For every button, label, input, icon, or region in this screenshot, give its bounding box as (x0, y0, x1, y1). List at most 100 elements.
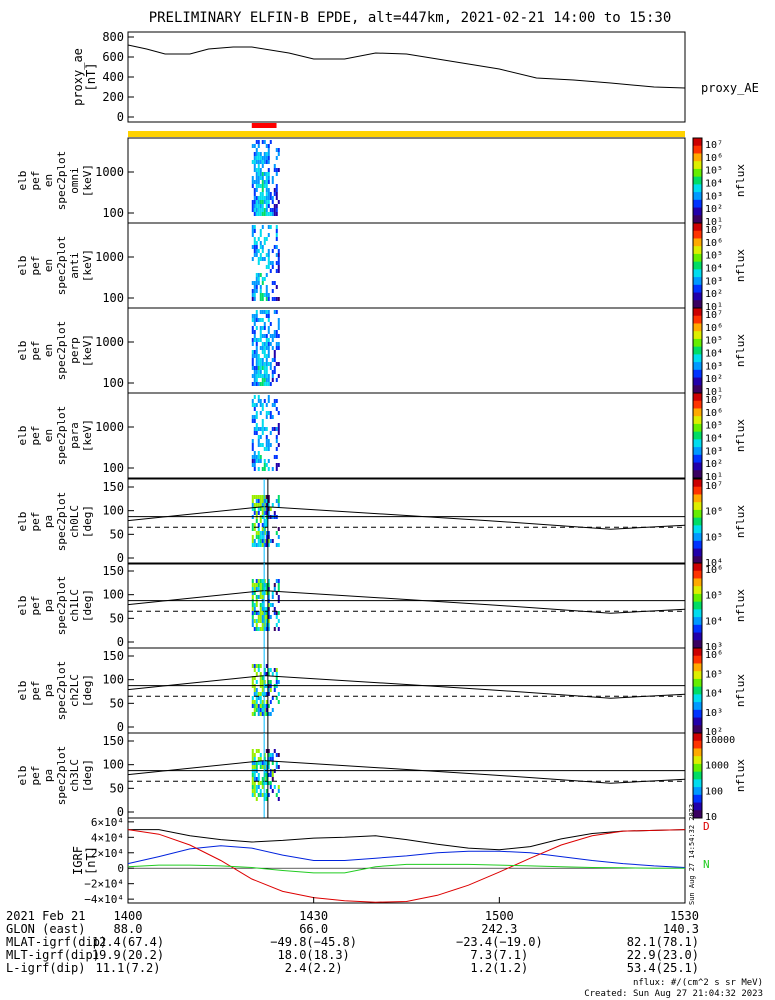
colorbar-segment (693, 802, 702, 811)
colorbar-segment (693, 207, 702, 216)
timeline-value: 1400 (113, 909, 143, 923)
spectrogram-cell (263, 623, 266, 627)
spectrogram-cell (267, 761, 270, 765)
spectrogram-cell (251, 539, 254, 543)
colorbar-segment (693, 269, 702, 278)
spectrogram-cell (265, 583, 268, 587)
spectrogram-cell (253, 152, 256, 156)
spectrogram-cell (263, 467, 266, 471)
spectrogram-cell (269, 757, 272, 761)
spectrogram-cell (263, 712, 266, 716)
spectrogram-cell (267, 180, 270, 184)
spectrogram-ytick-label: 1000 (95, 165, 124, 179)
spectrogram-cell (265, 627, 268, 631)
spectrogram-cell (253, 692, 256, 696)
igrf-ylabel: IGRF[nT] (71, 846, 98, 875)
spectrogram-cell (253, 459, 256, 463)
spectrogram-cell (269, 781, 272, 785)
spectrogram-ytick-label: 0 (117, 805, 124, 819)
spectrogram-cell (261, 184, 264, 188)
spectrogram-cell (261, 543, 264, 547)
spectrogram-cell (277, 249, 280, 253)
spectrogram-cell (267, 350, 270, 354)
spectrogram-cell (265, 196, 268, 200)
spectrogram-cell (267, 499, 270, 503)
spectrogram-cell (269, 208, 272, 212)
spectrogram-cell (259, 366, 262, 370)
spectrogram-cell (255, 696, 258, 700)
spectrogram-cell (265, 297, 268, 301)
ylabel-line: en (42, 344, 55, 357)
spectrogram-cell (265, 607, 268, 611)
spectrogram-ytick-label: 100 (102, 461, 124, 475)
spectrogram-cell (257, 164, 260, 168)
spectrogram-cell (259, 192, 262, 196)
spectrogram-cell (265, 797, 268, 801)
spectrogram-cell (263, 463, 266, 467)
spectrogram-cell (251, 160, 254, 164)
spectrogram-cell (251, 204, 254, 208)
spectrogram-cell (257, 664, 260, 668)
spectrogram-cell (277, 789, 280, 793)
spectrogram-cell (253, 455, 256, 459)
proxy-ae-ytick-label: 400 (102, 70, 124, 84)
spectrogram-cell (253, 370, 256, 374)
spectrogram-cell (255, 382, 258, 386)
spectrogram-cell (263, 619, 266, 623)
spectrogram-cell (253, 156, 256, 160)
spectrogram-cell (261, 188, 264, 192)
spectrogram-cell (251, 443, 254, 447)
spectrogram-ytick-label: 100 (102, 376, 124, 390)
spectrogram-cell (253, 407, 256, 411)
spectrogram-cell (257, 395, 260, 399)
spectrogram-cell (265, 285, 268, 289)
spectrogram-cell (271, 753, 274, 757)
spectrogram-cell (267, 668, 270, 672)
spectrogram-cell (259, 627, 262, 631)
spectrogram-cell (273, 611, 276, 615)
spectrogram-cell (257, 237, 260, 241)
colorbar-tick-label: 10⁷ (705, 481, 723, 492)
spectrogram-cell (275, 467, 278, 471)
spectrogram-cell (265, 204, 268, 208)
spectrogram-cell (253, 168, 256, 172)
spectrogram-cell (277, 269, 280, 273)
spectrogram-cell (269, 342, 272, 346)
colorbar-segment (693, 238, 702, 247)
colorbar-segment (693, 338, 702, 348)
spectrogram-cell (265, 781, 268, 785)
spectrogram-cell (259, 696, 262, 700)
spectrogram-cell (275, 463, 278, 467)
spectrogram-cell (265, 427, 268, 431)
spectrogram-cell (269, 753, 272, 757)
spectrogram-cell (261, 623, 264, 627)
spectrogram-cell (257, 523, 260, 527)
units-footer: nflux: #/(cm^2 s sr MeV) (632, 978, 763, 988)
colorbar-label: nflux (734, 334, 747, 367)
proxy-ae-ytick-label: 800 (102, 30, 124, 44)
spectrogram-cell (275, 447, 278, 451)
spectrogram-cell (269, 603, 272, 607)
spectrogram-cell (265, 237, 268, 241)
spectrogram-cell (253, 204, 256, 208)
colorbar-segment (693, 168, 702, 178)
spectrogram-ylabel: elbpefenspec2plotperp[keV] (16, 321, 94, 381)
spectrogram-cell (255, 403, 258, 407)
spectrogram-cell (267, 265, 270, 269)
timeline-value: 140.3 (662, 922, 699, 936)
spectrogram-cell (277, 543, 280, 547)
spectrogram-cell (271, 358, 274, 362)
spectrogram-cell (251, 777, 254, 781)
spectrogram-cell (275, 285, 278, 289)
colorbar-tick-label: 10 (705, 812, 717, 823)
spectrogram-cell (261, 196, 264, 200)
spectrogram-ytick-label: 150 (102, 480, 124, 494)
spectrogram-cell (257, 439, 260, 443)
colorbar-segment (693, 593, 702, 603)
spectrogram-cell (261, 382, 264, 386)
spectrogram-cell (275, 439, 278, 443)
spectrogram-cell (269, 431, 272, 435)
spectrogram-cell (267, 399, 270, 403)
spectrogram-cell (253, 676, 256, 680)
ylabel-line: ch3LC (68, 759, 81, 792)
